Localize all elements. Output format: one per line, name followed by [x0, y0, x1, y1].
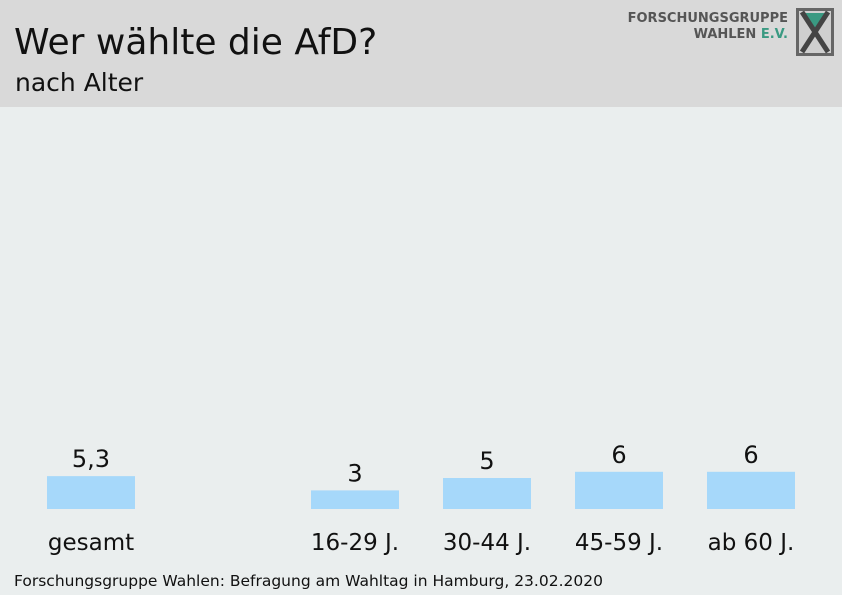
bar-4 [575, 471, 663, 509]
logo-text-line1: FORSCHUNGSGRUPPE [627, 11, 788, 26]
category-label: 30-44 J. [443, 530, 531, 556]
bar-value-label: 6 [611, 441, 626, 469]
bar-3 [443, 478, 531, 509]
bar-1 [47, 476, 135, 509]
bar-value-label: 3 [347, 459, 362, 487]
category-label: ab 60 J. [708, 530, 795, 556]
logo-text-wahlen: WAHLEN [693, 27, 761, 42]
bar-2 [311, 490, 399, 509]
logo-text-ev: E.V. [760, 27, 788, 42]
source-note: Forschungsgruppe Wahlen: Befragung am Wa… [14, 572, 603, 590]
fgw-logo: FORSCHUNGSGRUPPE WAHLEN E.V. [628, 8, 836, 56]
bar-5 [707, 471, 795, 509]
bar-value-label: 5 [479, 447, 494, 475]
category-label: 45-59 J. [575, 530, 663, 556]
chart-title: Wer wählte die AfD? [14, 22, 378, 63]
category-label: gesamt [48, 530, 134, 556]
chart-subtitle: nach Alter [15, 68, 144, 97]
logo-text-line2: WAHLEN E.V. [694, 27, 788, 42]
bar-value-label: 6 [743, 441, 758, 469]
bar-chart: 5,3 gesamt 3 16-29 J. 5 30-44 J. 6 45-59 J. 6 ab … [47, 441, 795, 556]
header: Wer wählte die AfD? nach Alter FORSCHUNG… [0, 0, 842, 107]
category-label: 16-29 J. [311, 530, 399, 556]
ballot-cross-icon [796, 8, 834, 56]
bar-value-label: 5,3 [72, 445, 110, 473]
